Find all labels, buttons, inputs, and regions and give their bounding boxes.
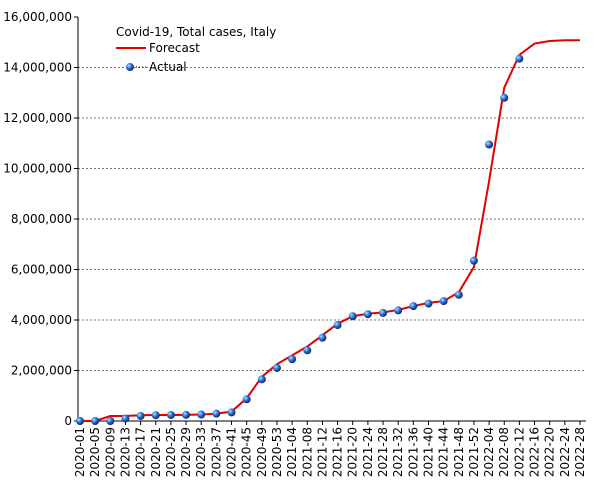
x-tick-label: 2021-20 [346, 427, 360, 477]
x-tick-label: 2020-37 [209, 427, 223, 477]
data-point [409, 302, 418, 311]
legend-swatch [126, 63, 134, 71]
x-tick-label: 2022-16 [528, 427, 542, 477]
line-series [80, 39, 580, 422]
data-point [469, 256, 478, 265]
x-tick-label: 2020-21 [149, 427, 163, 477]
x-tick-label: 2020-17 [134, 427, 148, 477]
data-point [212, 409, 221, 418]
x-tick-label: 2021-24 [361, 427, 375, 477]
y-tick-label: 6,000,000 [11, 263, 72, 277]
x-tick-label: 2021-32 [391, 427, 405, 477]
x-tick-label: 2022-20 [543, 427, 557, 477]
x-tick-label: 2020-01 [73, 427, 87, 477]
data-point [515, 54, 524, 63]
legend-label: Actual [149, 60, 187, 74]
y-tick-label: 8,000,000 [11, 212, 72, 226]
x-tick-label: 2021-36 [406, 427, 420, 477]
data-point [151, 411, 160, 420]
y-tick-label: 16,000,000 [3, 10, 72, 24]
data-point [106, 417, 115, 425]
data-point [182, 410, 191, 419]
y-tick-label: 4,000,000 [11, 313, 72, 327]
data-point [485, 140, 494, 149]
data-point [91, 417, 100, 425]
data-point [439, 297, 448, 306]
legend-label: Forecast [149, 41, 200, 55]
data-point [348, 312, 357, 321]
data-point [197, 410, 206, 419]
x-tick-label: 2021-28 [376, 427, 390, 477]
x-tick-label: 2020-29 [179, 427, 193, 477]
x-tick-label: 2020-41 [225, 427, 239, 477]
data-point [288, 355, 297, 364]
x-tick-label: 2022-24 [558, 427, 572, 477]
y-tick-label: 10,000,000 [3, 162, 72, 176]
data-point [424, 299, 433, 308]
x-tick-label: 2021-04 [285, 427, 299, 477]
data-point [76, 417, 84, 425]
data-point [379, 308, 388, 317]
data-point [394, 306, 403, 315]
data-point [121, 414, 130, 423]
x-tick-label: 2022-08 [497, 427, 511, 477]
x-tick-label: 2020-33 [194, 427, 208, 477]
data-point [303, 346, 312, 355]
x-tick-label: 2021-52 [467, 427, 481, 477]
data-point [257, 375, 266, 384]
x-tick-label: 2020-53 [270, 427, 284, 477]
x-tick-label: 2020-13 [118, 427, 132, 477]
data-point [454, 290, 463, 299]
data-point [318, 333, 327, 342]
x-tick-label: 2020-49 [255, 427, 269, 477]
y-tick-label: 0 [64, 414, 72, 428]
data-point [227, 408, 236, 417]
x-tick-label: 2022-28 [573, 427, 587, 477]
data-point [166, 410, 175, 419]
x-tick-label: 2021-08 [300, 427, 314, 477]
x-tick-label: 2022-12 [512, 427, 526, 477]
x-tick-label: 2020-05 [88, 427, 102, 477]
x-tick-label: 2020-09 [103, 427, 117, 477]
x-tick-label: 2021-44 [437, 427, 451, 477]
x-tick-label: 2021-40 [421, 427, 435, 477]
legend-title: Covid-19, Total cases, Italy [116, 25, 276, 39]
y-tick-label: 12,000,000 [3, 111, 72, 125]
y-tick-label: 2,000,000 [11, 364, 72, 378]
data-point [272, 363, 281, 372]
data-point [333, 321, 342, 330]
data-point [242, 395, 251, 404]
x-tick-label: 2021-16 [331, 427, 345, 477]
data-point [136, 411, 145, 420]
x-tick-label: 2021-12 [315, 427, 329, 477]
x-tick-label: 2020-45 [240, 427, 254, 477]
y-tick-label: 14,000,000 [3, 61, 72, 75]
x-tick-label: 2021-48 [452, 427, 466, 477]
data-point [500, 93, 509, 102]
x-tick-label: 2020-25 [164, 427, 178, 477]
data-point [363, 310, 372, 319]
x-tick-label: 2022-04 [482, 427, 496, 477]
